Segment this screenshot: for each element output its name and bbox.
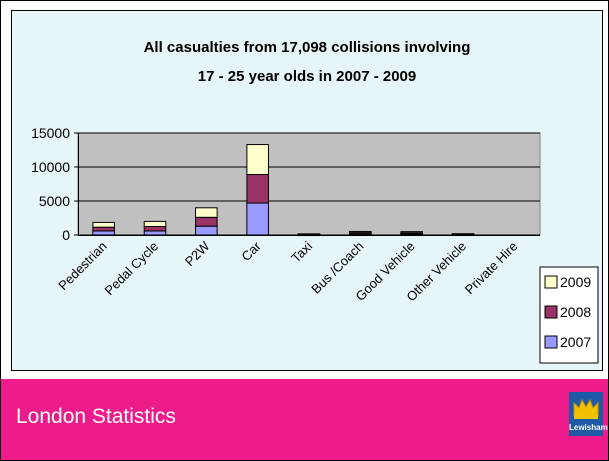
- legend-label-2008: 2008: [560, 304, 591, 320]
- bar-segment-2009: [195, 207, 218, 218]
- legend-swatch-2008: [544, 305, 558, 319]
- bar-segment-2007: [143, 230, 167, 236]
- x-tick-label: P2W: [182, 238, 213, 269]
- bar-segment-2009: [297, 233, 321, 236]
- legend-swatch-2009: [544, 275, 558, 289]
- bar-segment-2007: [92, 230, 115, 236]
- x-tick-label: Taxi: [288, 238, 315, 265]
- bar-segment-2008: [195, 216, 218, 227]
- y-tick-label: 15000: [31, 125, 70, 141]
- bar-segment-2008: [92, 226, 115, 232]
- bar-segment-2009: [143, 220, 167, 227]
- y-tick-label: 0: [62, 227, 70, 243]
- legend-label-2007: 2007: [560, 334, 591, 350]
- bar-segment-2009: [400, 231, 423, 234]
- bar-segment-2008: [246, 173, 269, 204]
- chart-frame: All casualties from 17,098 collisions in…: [11, 10, 603, 371]
- y-axis-tick-labels: 0 5000 10000 15000: [31, 125, 70, 243]
- legend-swatch-2007: [544, 335, 558, 349]
- y-tick-label: 10000: [31, 159, 70, 175]
- bar-segment-2007: [195, 225, 218, 236]
- bar-segment-2009: [349, 230, 372, 234]
- chart: All casualties from 17,098 collisions in…: [31, 39, 599, 364]
- bar-segment-2007: [246, 202, 269, 236]
- chart-title-line-1: All casualties from 17,098 collisions in…: [144, 39, 471, 56]
- footer-title: London Statistics: [16, 405, 176, 428]
- crown-icon: [573, 398, 599, 419]
- x-tick-label: Pedal Cycle: [101, 239, 161, 299]
- legend: 2009 2008 2007: [539, 266, 599, 364]
- bars: [92, 144, 475, 237]
- bar-segment-2008: [143, 226, 167, 232]
- x-tick-label: Pedestrian: [55, 239, 110, 294]
- x-tick-label: Private Hire: [462, 239, 521, 298]
- bar-segment-2009: [92, 221, 115, 228]
- legend-label-2009: 2009: [560, 274, 591, 290]
- plot-area: [77, 132, 541, 236]
- x-tick-label: Car: [238, 238, 264, 264]
- chart-title-line-2: 17 - 25 year olds in 2007 - 2009: [198, 68, 416, 85]
- lewisham-logo: Lewisham: [569, 392, 608, 436]
- logo-text: Lewisham: [569, 423, 608, 432]
- footer-bar: London Statistics Lewisham: [1, 379, 608, 460]
- bar-segment-2009: [246, 144, 269, 175]
- bar-segment-2009: [451, 233, 475, 236]
- y-tick-label: 5000: [39, 193, 70, 209]
